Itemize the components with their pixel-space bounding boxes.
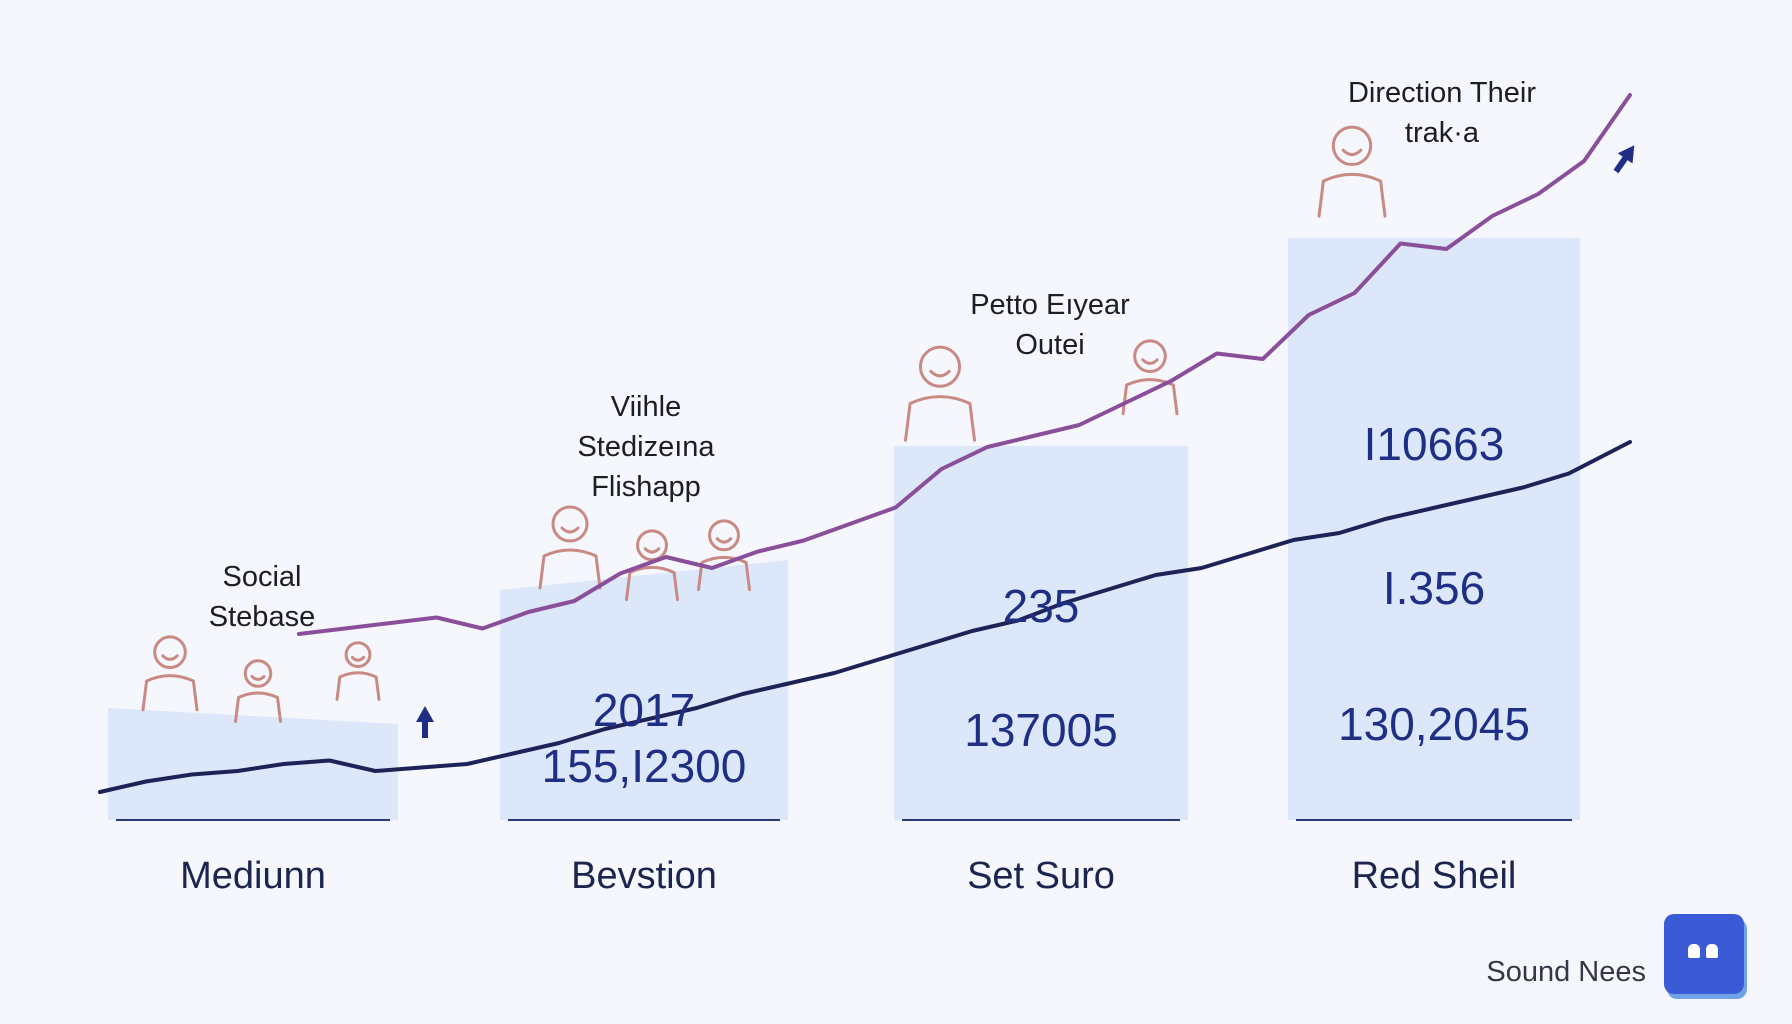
series-line-purple <box>296 93 1632 636</box>
person-icon <box>625 529 679 602</box>
bar-1 <box>108 708 398 820</box>
up-arrow-icon <box>1613 145 1635 174</box>
person-icon <box>141 635 199 712</box>
bar-value-label: 235 <box>1003 580 1080 632</box>
annotation-text: Viihle Stedizeına Flishapp <box>577 391 715 503</box>
bar-value-label: 2017 <box>593 684 695 736</box>
bar-4 <box>1288 238 1580 820</box>
person-icon <box>335 641 381 701</box>
bar-value-label: I.356 <box>1383 562 1485 614</box>
app-badge-icon <box>1664 914 1744 994</box>
series-line-dark <box>98 440 1632 794</box>
category-label: Red Sheil <box>1352 855 1517 897</box>
category-label: Mediunn <box>180 855 326 897</box>
annotation-text: Petto Eıyear Outei <box>970 289 1130 361</box>
bar-value-label: 155,I2300 <box>542 740 747 792</box>
person-icon <box>1317 125 1387 218</box>
annotation-text: Direction Their trak·a <box>1348 77 1536 149</box>
person-icon <box>234 659 282 723</box>
bar-value-label: I10663 <box>1364 418 1505 470</box>
category-label: Bevstion <box>571 855 717 897</box>
bar-value-label: 130,2045 <box>1338 698 1530 750</box>
bar-3 <box>894 446 1188 820</box>
person-icon <box>904 345 976 442</box>
person-icon <box>697 519 751 592</box>
person-icon <box>538 505 602 590</box>
person-icon <box>1121 339 1179 416</box>
category-label: Set Suro <box>967 855 1115 897</box>
bar-value-label: 137005 <box>964 704 1118 756</box>
brand-name: Sound Nees <box>1486 956 1646 988</box>
bar-2 <box>500 560 788 820</box>
annotation-text: Social Stebase <box>209 561 315 633</box>
up-arrow-icon <box>416 706 434 738</box>
